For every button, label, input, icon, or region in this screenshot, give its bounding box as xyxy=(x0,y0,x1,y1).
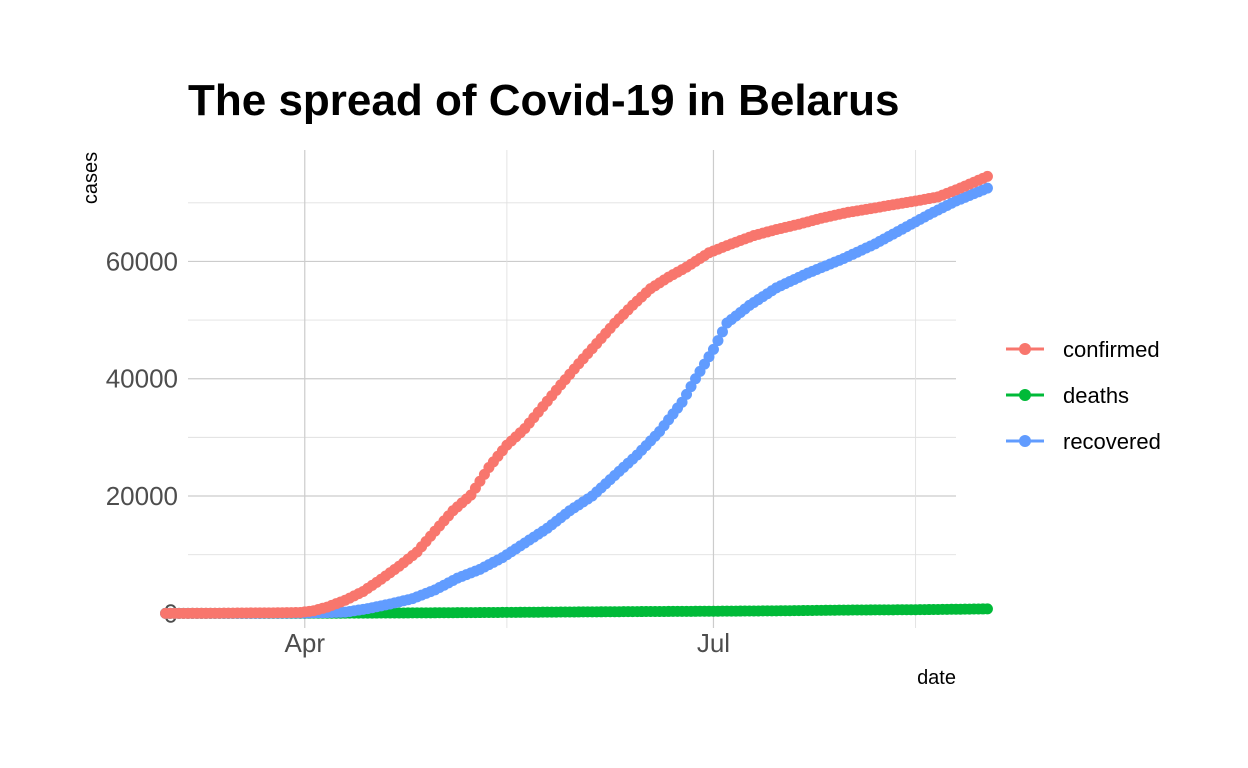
recovered-point xyxy=(707,343,719,355)
recovered-point xyxy=(712,335,724,347)
x-axis-title: date xyxy=(917,667,956,689)
legend-item-confirmed: confirmed xyxy=(1006,337,1160,362)
confirmed-line xyxy=(165,175,989,615)
series-confirmed xyxy=(160,170,993,619)
confirmed-point xyxy=(981,170,993,182)
legend-label: deaths xyxy=(1063,383,1129,408)
deaths-point xyxy=(981,603,993,615)
legend-label: recovered xyxy=(1063,429,1161,454)
series-layer xyxy=(160,170,993,619)
y-tick-label: 40000 xyxy=(106,364,178,394)
x-tick-label: Jul xyxy=(697,628,730,658)
legend-label: confirmed xyxy=(1063,337,1160,362)
recovered-point xyxy=(716,326,728,338)
chart-title: The spread of Covid-19 in Belarus xyxy=(188,76,900,125)
y-axis-tick-labels: 0200004000060000 xyxy=(106,246,178,628)
series-recovered xyxy=(160,182,993,619)
y-tick-label: 20000 xyxy=(106,481,178,511)
legend: confirmed deaths recovered xyxy=(1006,337,1161,454)
legend-item-deaths: deaths xyxy=(1006,383,1129,408)
legend-key-point xyxy=(1019,389,1031,401)
y-tick-label: 60000 xyxy=(106,246,178,276)
x-axis-tick-labels: Apr Jul xyxy=(285,628,731,658)
recovered-point xyxy=(981,182,993,194)
y-axis-title: cases xyxy=(80,152,102,204)
legend-item-recovered: recovered xyxy=(1006,429,1161,454)
legend-key-point xyxy=(1019,343,1031,355)
legend-key-point xyxy=(1019,435,1031,447)
grid-lines xyxy=(188,150,956,628)
x-tick-label: Apr xyxy=(285,628,326,658)
